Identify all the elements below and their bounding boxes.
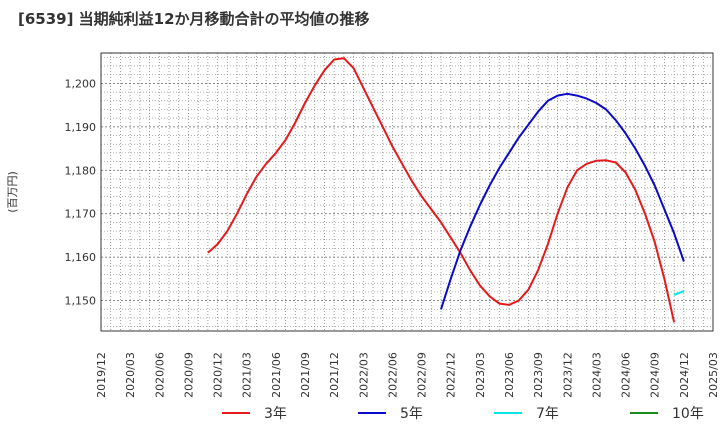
legend-label: 5年 [400,406,423,422]
y-tick-label: 1,170 [65,208,97,221]
legend-label: 10年 [672,406,704,422]
y-tick-label: 1,180 [65,164,97,177]
series-line-2 [440,92,685,310]
x-tick-label: 2020/12 [212,352,225,398]
series-lines [207,57,685,323]
y-tick-label: 1,190 [65,121,97,134]
legend: 3年 5年 7年 10年 [222,406,704,422]
y-tick-label: 1,150 [65,295,97,308]
x-tick-label: 2025/03 [707,352,720,398]
series-line-3 [673,290,685,296]
x-tick-label: 2023/03 [474,352,487,398]
x-tick-label: 2024/03 [590,352,603,398]
x-tick-label: 2021/12 [328,352,341,398]
legend-label: 7年 [536,406,559,422]
y-axis-label: (百万円) [6,171,19,213]
y-tick-label: 1,160 [65,251,97,264]
x-tick-label: 2020/06 [153,352,166,398]
x-tick-label: 2022/09 [416,352,429,398]
x-tick-label: 2020/09 [182,352,195,398]
chart-title: [6539] 当期純利益12か月移動合計の平均値の推移 [18,10,370,28]
legend-label: 3年 [264,406,287,422]
x-tick-label: 2020/03 [124,352,137,398]
grid [101,53,713,331]
x-tick-label: 2023/09 [532,352,545,398]
x-tick-label: 2019/12 [95,352,108,398]
x-axis-ticks: 2019/12 2020/03 2020/06 2020/09 2020/12 2021/… [95,352,720,398]
x-tick-label: 2024/06 [620,352,633,398]
y-axis-ticks: 1,150 1,160 1,170 1,180 1,190 1,200 [65,77,97,307]
x-tick-label: 2022/03 [357,352,370,398]
x-tick-label: 2021/09 [299,352,312,398]
x-tick-label: 2021/06 [270,352,283,398]
x-tick-label: 2021/03 [241,352,254,398]
x-tick-label: 2022/12 [445,352,458,398]
x-tick-label: 2022/06 [386,352,399,398]
x-tick-label: 2024/12 [678,352,691,398]
series-line-1 [207,57,676,323]
x-tick-label: 2023/12 [561,352,574,398]
plot-frame [100,52,714,332]
y-tick-label: 1,200 [65,77,97,90]
x-tick-label: 2023/06 [503,352,516,398]
x-tick-label: 2024/09 [649,352,662,398]
